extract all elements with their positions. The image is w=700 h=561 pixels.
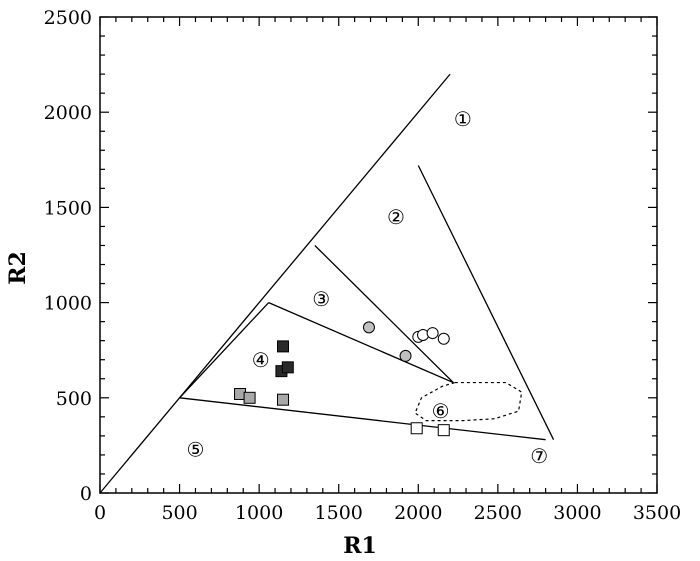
x-tick-label: 1000 bbox=[235, 502, 283, 524]
y-tick-label: 1000 bbox=[44, 293, 92, 315]
dashed-region bbox=[414, 381, 523, 422]
x-tick-label: 2500 bbox=[474, 502, 522, 524]
plot-frame bbox=[99, 16, 658, 494]
tick-labels: 0 500 1000 1500 2000 2500 3000 3500 0 500 1000 1500… bbox=[44, 7, 682, 524]
point-square-gray bbox=[277, 393, 290, 406]
point-square-dark bbox=[277, 340, 290, 353]
region-label-2: ② bbox=[387, 205, 405, 229]
x-tick-label: 3500 bbox=[633, 502, 681, 524]
point-square-light bbox=[410, 422, 423, 435]
point-circle-gray bbox=[362, 321, 375, 334]
point-square-light bbox=[437, 424, 450, 437]
region-label-6: ⑥ bbox=[432, 399, 450, 423]
point-circle-light bbox=[426, 327, 439, 340]
x-tick-label: 1500 bbox=[315, 502, 363, 524]
boundary-3-4 bbox=[268, 302, 454, 384]
boundary-lines bbox=[99, 73, 555, 494]
region-label-1: ① bbox=[454, 107, 472, 131]
y-tick-label: 500 bbox=[56, 388, 92, 410]
region-label-7: ⑦ bbox=[530, 444, 548, 468]
outer-boundary bbox=[99, 73, 451, 494]
boundary-4-5 bbox=[179, 397, 546, 441]
point-square-gray bbox=[243, 391, 256, 404]
boundary-lower-left bbox=[179, 302, 270, 399]
x-tick-label: 500 bbox=[161, 502, 197, 524]
y-axis-title: R2 bbox=[5, 251, 31, 285]
region-label-3: ③ bbox=[312, 287, 330, 311]
y-tick-label: 2000 bbox=[44, 102, 92, 124]
boundary-1-2 bbox=[417, 165, 555, 440]
x-tick-label: 3000 bbox=[553, 502, 601, 524]
point-circle-light bbox=[417, 328, 430, 341]
region-labels: ① ② ③ ④ ⑤ ⑥ ⑦ bbox=[187, 107, 549, 468]
y-tick-label: 0 bbox=[80, 483, 92, 505]
region-label-5: ⑤ bbox=[187, 437, 205, 461]
boundary-2-3 bbox=[314, 245, 454, 384]
y-tick-label: 2500 bbox=[44, 7, 92, 29]
x-tick-label: 2000 bbox=[394, 502, 442, 524]
region-label-4: ④ bbox=[252, 348, 270, 372]
y-tick-label: 1500 bbox=[44, 197, 92, 219]
point-circle-gray bbox=[399, 349, 412, 362]
region-6-outline bbox=[414, 381, 523, 422]
axis-ticks bbox=[99, 16, 658, 494]
point-square-dark bbox=[281, 361, 294, 374]
x-tick-label: 0 bbox=[94, 502, 106, 524]
x-axis-title: R1 bbox=[343, 533, 377, 559]
point-circle-light bbox=[437, 332, 450, 345]
data-points bbox=[234, 321, 450, 437]
